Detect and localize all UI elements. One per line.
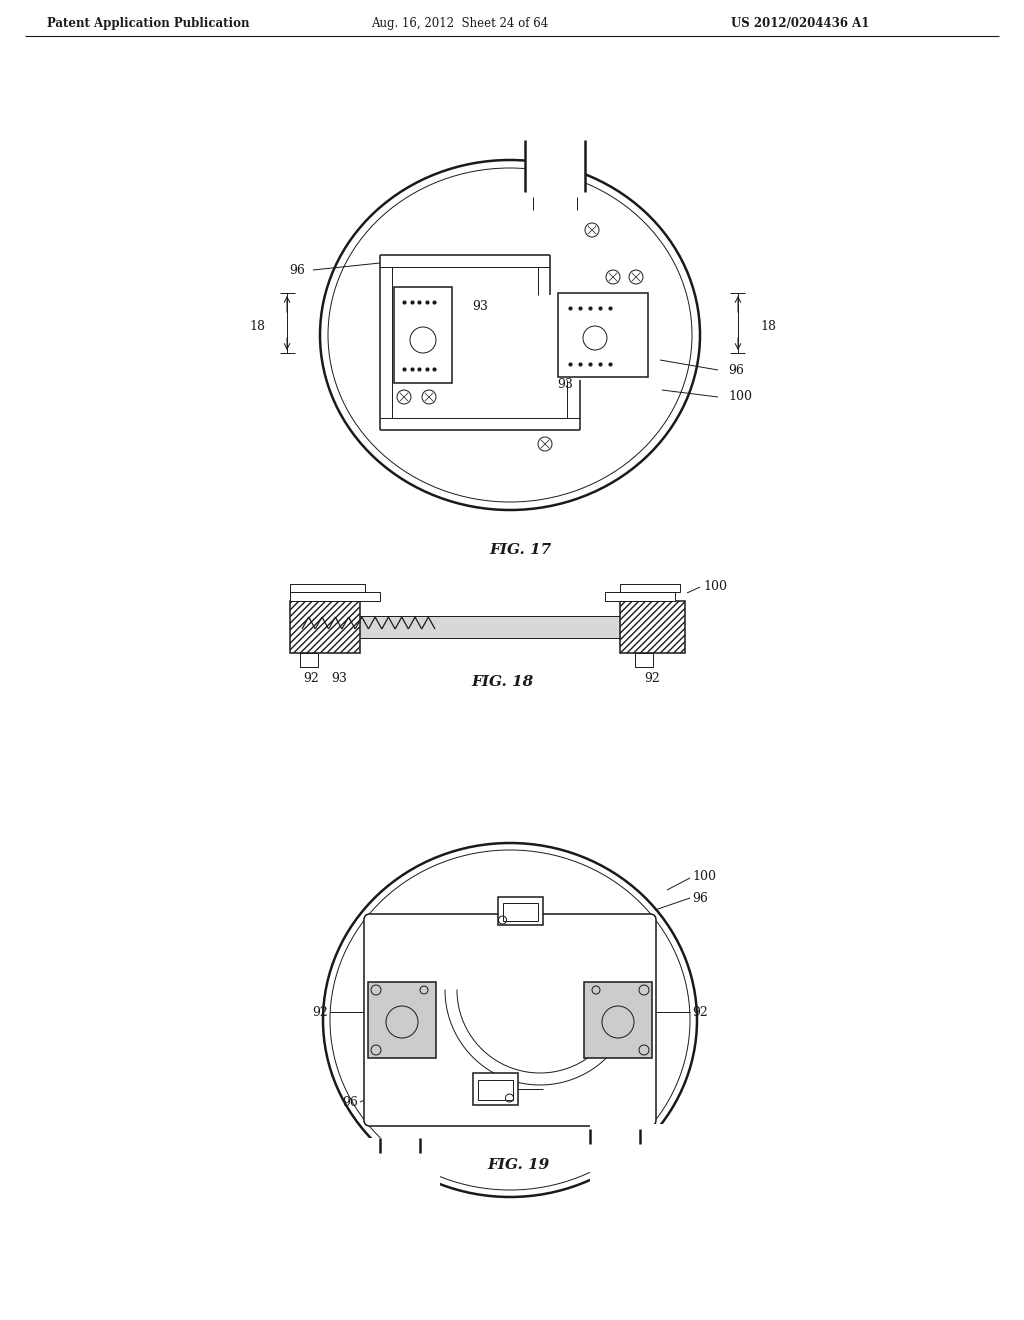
Text: 100: 100 [728,391,752,404]
Bar [590,1123,680,1206]
Text: 100: 100 [703,581,727,594]
Text: 93: 93 [490,1052,506,1065]
Text: 96: 96 [692,891,708,904]
Bar [620,583,680,591]
Bar [620,601,685,653]
Bar [300,653,318,667]
FancyBboxPatch shape [364,913,656,1126]
Text: 92: 92 [692,1006,708,1019]
Bar [477,1080,512,1100]
Bar [635,653,653,667]
Bar [605,591,675,601]
Bar [558,293,648,378]
Text: 100: 100 [692,870,716,883]
Text: Patent Application Publication: Patent Application Publication [47,16,249,29]
Bar [503,903,538,921]
Text: 92: 92 [312,1006,328,1019]
Bar [350,1138,440,1206]
Text: 96: 96 [342,1096,358,1109]
Bar [368,982,436,1059]
Text: FIG. 19: FIG. 19 [486,1158,549,1172]
Bar [525,135,585,191]
Text: 93: 93 [472,301,488,314]
Text: 92: 92 [645,672,660,685]
Bar [394,286,452,383]
Bar [345,616,635,638]
Bar [290,591,380,601]
Text: 93: 93 [512,921,528,935]
Bar [498,898,543,925]
Bar [584,982,652,1059]
Bar [472,1073,517,1105]
Bar [290,601,360,653]
Text: Aug. 16, 2012  Sheet 24 of 64: Aug. 16, 2012 Sheet 24 of 64 [372,16,549,29]
Text: US 2012/0204436 A1: US 2012/0204436 A1 [731,16,869,29]
Text: 18: 18 [760,321,776,334]
Text: 93: 93 [331,672,347,685]
Text: FIG. 17: FIG. 17 [488,543,551,557]
Bar [525,135,585,191]
Text: FIG. 18: FIG. 18 [471,675,534,689]
Text: 18: 18 [249,321,265,334]
Text: 92: 92 [303,672,318,685]
Text: 96: 96 [289,264,305,276]
Text: 96: 96 [728,363,743,376]
Text: 93: 93 [557,379,573,392]
Bar [290,583,365,591]
